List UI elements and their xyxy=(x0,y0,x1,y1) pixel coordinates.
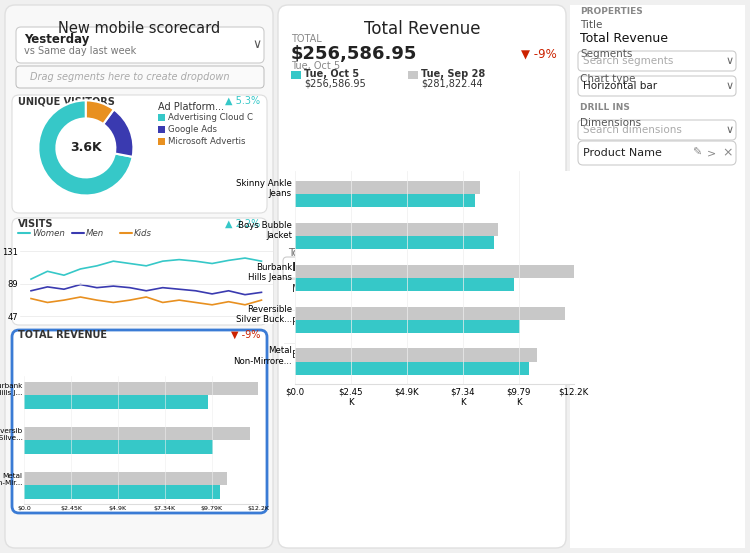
Text: Dimensions: Dimensions xyxy=(580,118,641,128)
Text: -17.5%: -17.5% xyxy=(516,317,557,327)
Text: Microsoft Advertis: Microsoft Advertis xyxy=(168,138,245,147)
Bar xyxy=(158,114,165,121)
Bar xyxy=(295,306,565,320)
Bar xyxy=(24,440,212,453)
Bar xyxy=(295,265,574,278)
Text: ✎: ✎ xyxy=(692,148,701,158)
Text: Burbank Hills Jeans: Burbank Hills Jeans xyxy=(292,350,392,360)
Bar xyxy=(295,362,529,375)
Text: Ad Platform...: Ad Platform... xyxy=(158,102,224,112)
Bar xyxy=(24,382,258,395)
FancyBboxPatch shape xyxy=(578,76,736,96)
Text: Chart type: Chart type xyxy=(580,74,635,84)
Text: Search segments: Search segments xyxy=(583,56,674,66)
Bar xyxy=(295,320,520,333)
Text: $256,586.95: $256,586.95 xyxy=(304,79,366,89)
Text: TOTAL: TOTAL xyxy=(291,34,322,44)
Text: ▲ 5.3%: ▲ 5.3% xyxy=(225,96,260,106)
FancyBboxPatch shape xyxy=(12,95,267,213)
Text: 3.6K: 3.6K xyxy=(70,142,102,154)
Text: VISITS: VISITS xyxy=(18,219,53,229)
FancyBboxPatch shape xyxy=(16,27,264,63)
FancyBboxPatch shape xyxy=(5,5,273,548)
Text: TOTAL REVENUE: TOTAL REVENUE xyxy=(18,330,107,340)
Text: Men: Men xyxy=(86,228,104,237)
Text: $10.24K: $10.24K xyxy=(447,284,490,294)
Text: Kids: Kids xyxy=(134,228,152,237)
Text: Title: Title xyxy=(580,20,602,30)
Text: UNIQUE VISITORS: UNIQUE VISITORS xyxy=(18,96,115,106)
Wedge shape xyxy=(104,109,134,157)
Text: Horizontal bar: Horizontal bar xyxy=(583,81,657,91)
Bar xyxy=(295,223,498,236)
Text: ∨: ∨ xyxy=(253,39,262,51)
Text: Total Revenue: Total Revenue xyxy=(580,32,668,44)
FancyBboxPatch shape xyxy=(578,51,736,71)
Text: Total Revenue: Total Revenue xyxy=(364,20,480,38)
Text: -3.5%: -3.5% xyxy=(524,284,557,294)
FancyBboxPatch shape xyxy=(12,218,267,325)
FancyBboxPatch shape xyxy=(283,257,563,279)
Bar xyxy=(295,194,476,207)
Bar xyxy=(295,348,537,362)
Text: Product Name: Product Name xyxy=(583,148,662,158)
Text: ×: × xyxy=(722,147,733,159)
Text: ▼: ▼ xyxy=(498,319,503,325)
Text: vs Same day last week: vs Same day last week xyxy=(24,46,136,56)
Text: Advertising Cloud C: Advertising Cloud C xyxy=(168,113,253,123)
FancyBboxPatch shape xyxy=(278,5,566,548)
Text: $256,586.95: $256,586.95 xyxy=(291,45,417,63)
Text: Tue, Oct 5: Tue, Oct 5 xyxy=(304,69,359,79)
Text: New mobile scorecard: New mobile scorecard xyxy=(58,21,220,36)
Bar xyxy=(408,71,418,79)
Text: Metal Non-Mirrored Aviato: Metal Non-Mirrored Aviato xyxy=(292,284,428,294)
Wedge shape xyxy=(38,101,133,195)
Text: ▼: ▼ xyxy=(498,352,503,358)
Text: DRILL INS: DRILL INS xyxy=(580,102,630,112)
Bar xyxy=(24,395,208,409)
Wedge shape xyxy=(86,101,114,124)
Text: Google Ads: Google Ads xyxy=(168,126,217,134)
Text: $9.59K: $9.59K xyxy=(453,350,490,360)
Text: Top items: Top items xyxy=(288,248,338,258)
Text: Product Name (Product): Product Name (Product) xyxy=(292,262,462,274)
Bar xyxy=(24,427,251,440)
FancyBboxPatch shape xyxy=(12,330,267,513)
Bar xyxy=(295,181,480,194)
Text: >: > xyxy=(707,148,716,158)
Bar xyxy=(24,472,227,485)
Text: Reversible Silver Buckle ...: Reversible Silver Buckle ... xyxy=(292,317,430,327)
Bar xyxy=(295,278,514,291)
Text: ▼: ▼ xyxy=(498,286,503,292)
Text: $9.83K: $9.83K xyxy=(453,317,490,327)
Text: ▼ -9%: ▼ -9% xyxy=(231,330,260,340)
Text: Yesterday: Yesterday xyxy=(24,33,89,45)
Text: Tue, Sep 28: Tue, Sep 28 xyxy=(421,69,485,79)
Text: Segments: Segments xyxy=(580,49,632,59)
FancyBboxPatch shape xyxy=(16,66,264,88)
Text: ∨: ∨ xyxy=(726,81,734,91)
Text: Women: Women xyxy=(32,228,64,237)
Text: ∨: ∨ xyxy=(726,125,734,135)
Text: Search dimensions: Search dimensions xyxy=(583,125,682,135)
Text: ∨: ∨ xyxy=(726,56,734,66)
Bar xyxy=(295,236,494,249)
Text: Drag segments here to create dropdown: Drag segments here to create dropdown xyxy=(30,72,230,82)
FancyBboxPatch shape xyxy=(578,120,736,140)
Bar xyxy=(158,138,165,145)
Text: ▲ 2.2%: ▲ 2.2% xyxy=(225,219,260,229)
Text: PROPERTIES: PROPERTIES xyxy=(580,7,643,15)
Bar xyxy=(158,126,165,133)
Text: Tue, Oct 5: Tue, Oct 5 xyxy=(291,61,340,71)
Bar xyxy=(291,71,301,79)
Bar xyxy=(24,485,220,498)
FancyBboxPatch shape xyxy=(578,141,736,165)
Text: $281,822.44: $281,822.44 xyxy=(421,79,483,89)
Text: -21.7%: -21.7% xyxy=(516,350,557,360)
Bar xyxy=(570,5,745,548)
Text: ▼ -9%: ▼ -9% xyxy=(521,48,557,60)
